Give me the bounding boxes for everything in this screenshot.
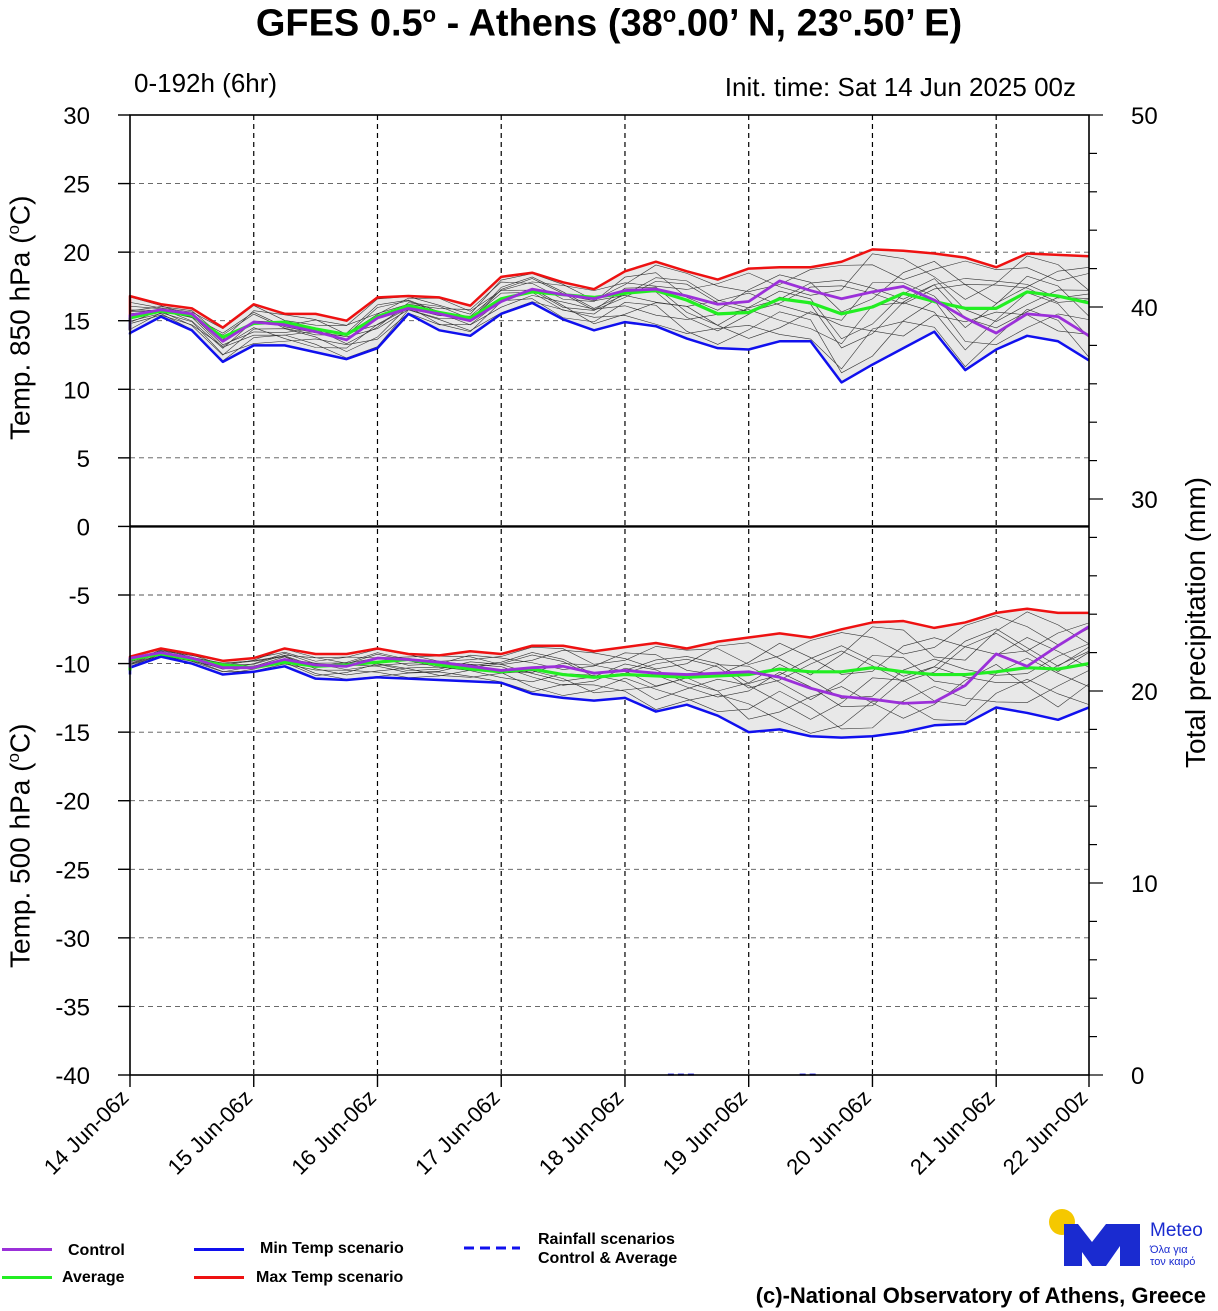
left-tick-label: 0 bbox=[77, 514, 90, 541]
x-tick-label: 16 Jun-06z bbox=[286, 1085, 381, 1180]
left-tick-label: 10 bbox=[63, 377, 90, 404]
right-tick-label: 40 bbox=[1131, 295, 1158, 322]
member-line-850 bbox=[129, 278, 1090, 346]
meteo-logo-name: Meteo bbox=[1150, 1220, 1203, 1241]
x-tick-label: 22 Jun-00z bbox=[998, 1085, 1093, 1180]
left-tick-label: 25 bbox=[63, 172, 90, 199]
control-line-850 bbox=[128, 279, 1090, 343]
member-line-850 bbox=[129, 298, 1090, 374]
legend-rain-label-1: Rainfall scenarios bbox=[538, 1231, 675, 1248]
legend-control-label: Control bbox=[68, 1242, 125, 1259]
max-line-850 bbox=[128, 248, 1090, 329]
left-tick-label: -5 bbox=[69, 583, 90, 610]
left-tick-label: -30 bbox=[55, 926, 90, 953]
left-tick-label: -20 bbox=[55, 789, 90, 816]
legend-rain-label-2: Control & Average bbox=[538, 1250, 678, 1267]
member-line-850 bbox=[129, 292, 1090, 356]
legend-rain-swatch bbox=[464, 1246, 520, 1250]
member-line-850 bbox=[129, 288, 1090, 349]
right-tick-label: 30 bbox=[1131, 487, 1158, 514]
meteo-logo-tagline: Όλα για τον καιρό bbox=[1150, 1244, 1196, 1268]
member-line-850 bbox=[129, 284, 1090, 349]
left-tick-label: -35 bbox=[55, 994, 90, 1021]
left-tick-label: -15 bbox=[55, 720, 90, 747]
control-line-500 bbox=[128, 625, 1090, 705]
x-tick-label: 20 Jun-06z bbox=[781, 1085, 876, 1180]
member-line-850 bbox=[129, 301, 1090, 370]
right-tick-label: 20 bbox=[1131, 679, 1158, 706]
forecast-range-label: 0-192h (6hr) bbox=[134, 68, 278, 98]
copyright-credit: (c)-National Observatory of Athens, Gree… bbox=[755, 1283, 1206, 1308]
right-tick-label: 0 bbox=[1131, 1063, 1144, 1090]
legend-max-label: Max Temp scenario bbox=[256, 1269, 404, 1286]
member-line-500 bbox=[129, 615, 1090, 667]
x-tick-label: 14 Jun-06z bbox=[39, 1085, 134, 1180]
x-tick-label: 15 Jun-06z bbox=[163, 1085, 258, 1180]
min-line-500 bbox=[128, 655, 1090, 739]
member-line-500 bbox=[129, 652, 1090, 720]
left-tick-label: 30 bbox=[63, 103, 90, 130]
legend-control-swatch bbox=[2, 1248, 52, 1251]
left-tick-label: 15 bbox=[63, 309, 90, 336]
left-tick-label: 20 bbox=[63, 240, 90, 267]
legend-min-swatch bbox=[194, 1248, 244, 1251]
meteo-logo-icon bbox=[1049, 1209, 1140, 1266]
member-line-850 bbox=[129, 253, 1090, 341]
min-line-850 bbox=[128, 301, 1090, 384]
chart-title: GFES 0.5o - Athens (38o.00’ N, 23o.50’ E… bbox=[255, 2, 963, 45]
x-tick-label: 17 Jun-06z bbox=[410, 1085, 505, 1180]
max-line-500 bbox=[128, 607, 1089, 667]
left-tick-label: -10 bbox=[55, 652, 90, 679]
legend-max-swatch bbox=[194, 1276, 244, 1279]
x-tick-label: 18 Jun-06z bbox=[534, 1085, 629, 1180]
left-tick-label: 5 bbox=[77, 446, 90, 473]
right-tick-label: 10 bbox=[1131, 871, 1158, 898]
left-tick-label: -25 bbox=[55, 857, 90, 884]
init-time-label: Init. time: Sat 14 Jun 2025 00z bbox=[724, 72, 1076, 102]
legend-min-label: Min Temp scenario bbox=[260, 1240, 404, 1257]
x-tick-label: 19 Jun-06z bbox=[658, 1085, 753, 1180]
right-tick-label: 50 bbox=[1131, 103, 1158, 130]
left-tick-label: -40 bbox=[55, 1063, 90, 1090]
member-line-850 bbox=[129, 276, 1090, 334]
legend-average-label: Average bbox=[62, 1269, 125, 1286]
legend-average-swatch bbox=[2, 1276, 52, 1279]
member-line-500 bbox=[129, 622, 1090, 676]
x-tick-label: 21 Jun-06z bbox=[905, 1085, 1000, 1180]
